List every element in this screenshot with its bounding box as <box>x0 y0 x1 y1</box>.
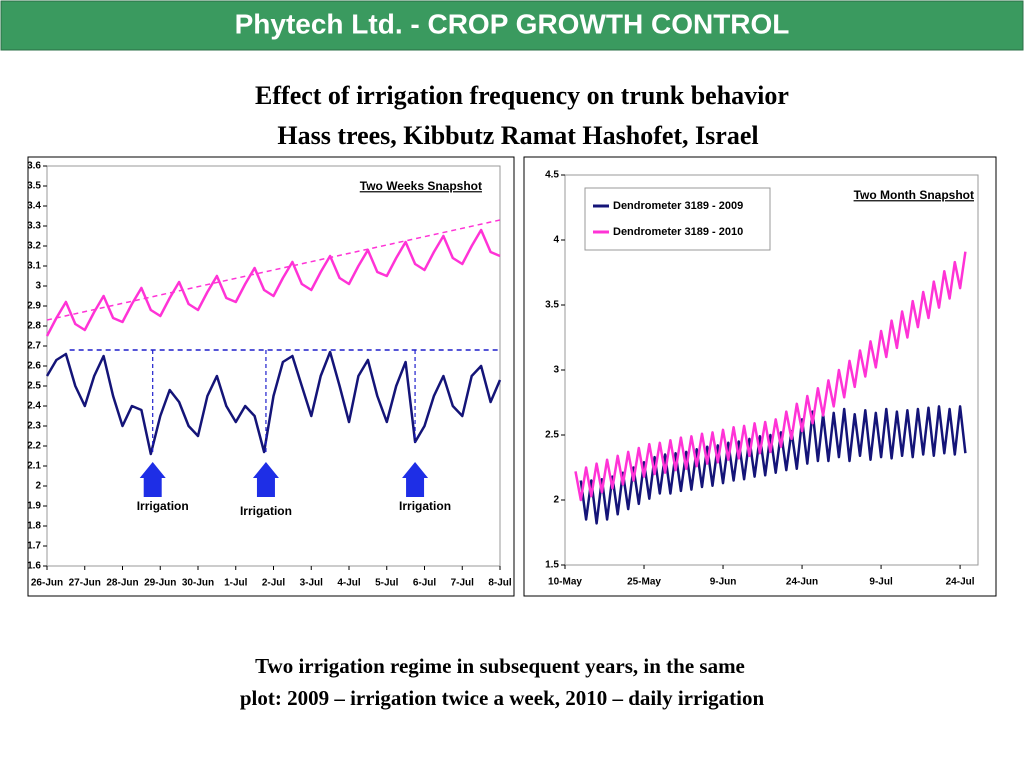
x-tick-label: 9-Jul <box>869 577 893 588</box>
x-tick-label: 10-May <box>548 577 582 588</box>
x-tick-label: 7-Jul <box>451 578 475 589</box>
y-tick-label: 2.6 <box>27 361 41 372</box>
y-tick-label: 1.9 <box>27 501 41 512</box>
heading: Hass trees, Kibbutz Ramat Hashofet, Isra… <box>277 121 758 150</box>
y-tick-label: 3.5 <box>27 181 41 192</box>
y-tick-label: 2 <box>553 495 559 506</box>
irrigation-arrow <box>402 462 429 497</box>
x-tick-label: 4-Jul <box>337 578 361 589</box>
x-tick-label: 2-Jul <box>262 578 286 589</box>
plot-area <box>46 165 501 567</box>
x-tick-label: 25-May <box>627 577 661 588</box>
x-tick-label: 30-Jun <box>182 578 214 589</box>
x-tick-label: 24-Jun <box>786 577 818 588</box>
x-tick-label: 28-Jun <box>106 578 138 589</box>
x-tick-label: 24-Jul <box>946 577 975 588</box>
y-tick-label: 4.5 <box>545 170 559 181</box>
y-tick-label: 3.4 <box>27 201 41 212</box>
y-tick-label: 3.1 <box>27 261 41 272</box>
y-tick-label: 2.9 <box>27 301 41 312</box>
y-tick-label: 3.2 <box>27 241 41 252</box>
y-tick-label: 1.8 <box>27 521 41 532</box>
y-tick-label: 1.7 <box>27 541 41 552</box>
x-tick-label: 3-Jul <box>300 578 324 589</box>
y-tick-label: 1.6 <box>27 561 41 572</box>
irrigation-arrow <box>139 462 166 497</box>
header-title: Phytech Ltd. - CROP GROWTH CONTROL <box>235 8 790 39</box>
y-tick-label: 3.5 <box>545 300 559 311</box>
series-line <box>45 350 502 456</box>
y-tick-label: 2.1 <box>27 461 41 472</box>
x-tick-label: 5-Jul <box>375 578 399 589</box>
legend-label: Dendrometer 3189 - 2009 <box>613 200 743 212</box>
y-tick-label: 2.5 <box>27 381 41 392</box>
y-tick-label: 2 <box>35 481 41 492</box>
heading: Effect of irrigation frequency on trunk … <box>255 81 789 110</box>
y-tick-label: 2.7 <box>27 341 41 352</box>
x-tick-label: 8-Jul <box>488 578 512 589</box>
y-tick-label: 2.8 <box>27 321 41 332</box>
y-tick-label: 2.3 <box>27 421 41 432</box>
annotation: Irrigation <box>137 499 189 513</box>
y-tick-label: 3.3 <box>27 221 41 232</box>
header-bar <box>0 0 1024 51</box>
caption: Two irrigation regime in subsequent year… <box>255 654 745 678</box>
series-line <box>45 228 501 337</box>
irrigation-arrow <box>252 462 279 497</box>
snapshot-label: Two Weeks Snapshot <box>360 179 482 193</box>
y-tick-label: 2.5 <box>545 430 559 441</box>
y-tick-label: 3 <box>35 281 41 292</box>
x-tick-label: 1-Jul <box>224 578 248 589</box>
y-tick-label: 2.2 <box>27 441 41 452</box>
y-tick-label: 3.6 <box>27 161 41 172</box>
y-tick-label: 2.4 <box>27 401 41 412</box>
x-tick-label: 26-Jun <box>31 578 63 589</box>
annotation: Irrigation <box>399 499 451 513</box>
series-line <box>574 251 967 502</box>
annotation: Irrigation <box>240 504 292 518</box>
y-tick-label: 1.5 <box>545 560 559 571</box>
legend-label: Dendrometer 3189 - 2010 <box>613 226 743 238</box>
y-tick-label: 3 <box>553 365 559 376</box>
x-tick-label: 27-Jun <box>69 578 101 589</box>
y-tick-label: 4 <box>553 235 559 246</box>
snapshot-label: Two Month Snapshot <box>854 188 974 202</box>
x-tick-label: 6-Jul <box>413 578 437 589</box>
x-tick-label: 9-Jun <box>710 577 737 588</box>
x-tick-label: 29-Jun <box>144 578 176 589</box>
caption: plot: 2009 – irrigation twice a week, 20… <box>240 686 765 710</box>
legend-box <box>584 187 771 251</box>
